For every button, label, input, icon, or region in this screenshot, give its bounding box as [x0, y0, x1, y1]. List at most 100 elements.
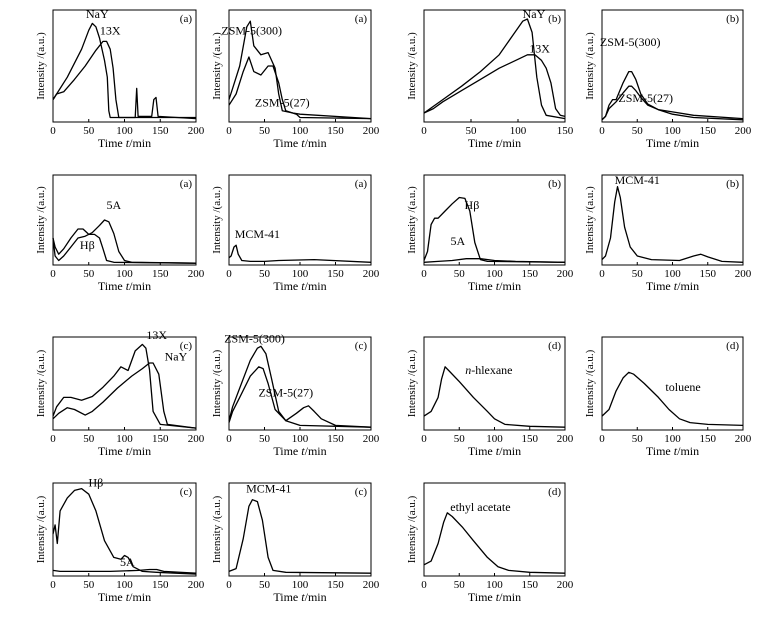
x-tick-label: 150	[327, 579, 344, 591]
series-line-zsm-5-300	[228, 345, 372, 428]
series-line-h	[423, 196, 566, 263]
x-tick-label: 0	[599, 125, 605, 137]
x-tick-label: 150	[522, 433, 539, 445]
x-axis-label: Time t/min	[273, 279, 326, 293]
panel-1: 0 50 100 150 200 Time t/min Intensity /(a.u.) (…	[35, 7, 205, 150]
x-tick-label: 50	[454, 268, 466, 280]
panel-tag: (a)	[355, 178, 368, 190]
panel-tag: (d)	[548, 486, 561, 498]
annotation-13x: 13X	[146, 328, 167, 342]
x-tick-label: 100	[292, 433, 309, 445]
x-tick-label: 200	[735, 125, 752, 137]
annotation-mcm-41: MCM-41	[246, 481, 291, 495]
x-tick-label: 100	[664, 125, 681, 137]
plot-frame	[228, 336, 372, 431]
annotation-h: Hβ	[89, 476, 104, 490]
x-axis-label: Time t/min	[468, 279, 521, 293]
x-tick-label: 100	[292, 125, 309, 137]
x-tick-label: 0	[50, 125, 56, 137]
panel-6: 0 50 100 150 200 Time t/min Intensity /(a.u.) (…	[211, 174, 380, 293]
panel-tag: (c)	[180, 486, 193, 498]
x-axis-label: Time t/min	[98, 444, 151, 458]
x-tick-label: 50	[466, 125, 478, 137]
x-tick-label: 150	[522, 579, 539, 591]
plot-frame	[52, 9, 197, 123]
x-tick-label: 150	[557, 125, 574, 137]
x-tick-label: 0	[226, 433, 232, 445]
x-tick-label: 100	[664, 433, 681, 445]
plot-frame	[423, 174, 566, 266]
x-tick-label: 0	[599, 433, 605, 445]
y-axis-label: Intensity /(a.u.)	[211, 186, 223, 254]
x-tick-label: 0	[50, 579, 56, 591]
series-line-zsm-5-300	[601, 70, 744, 121]
x-tick-label: 200	[363, 125, 380, 137]
series-line-13x	[52, 40, 197, 120]
annotation-13x: 13X	[529, 42, 550, 56]
x-tick-label: 150	[327, 268, 344, 280]
panel-tag: (c)	[355, 340, 368, 352]
x-tick-label: 200	[363, 433, 380, 445]
x-tick-label: 100	[116, 125, 133, 137]
x-tick-label: 50	[454, 579, 466, 591]
x-tick-label: 50	[259, 125, 271, 137]
x-tick-label: 0	[226, 125, 232, 137]
x-tick-label: 200	[188, 433, 205, 445]
x-tick-label: 200	[363, 268, 380, 280]
x-tick-label: 150	[152, 125, 169, 137]
x-tick-label: 200	[557, 433, 574, 445]
panel-tag: (d)	[726, 340, 739, 352]
x-axis-label: Time t/min	[98, 279, 151, 293]
x-tick-label: 100	[486, 268, 503, 280]
series-line-5a	[52, 568, 197, 574]
series-line-h	[52, 228, 197, 264]
series-line-h	[52, 487, 197, 575]
panel-10: 0 50 100 150 200 Time t/min Intensity /(a.u.) (…	[211, 332, 380, 458]
x-tick-label: 100	[116, 579, 133, 591]
x-axis-label: Time t/min	[273, 136, 326, 150]
series-line-zsm-5-27	[601, 85, 744, 121]
x-axis-label: Time t/min	[646, 444, 699, 458]
panel-tag: (c)	[355, 486, 368, 498]
annotation-toluene: toluene	[665, 380, 700, 394]
x-tick-label: 100	[116, 268, 133, 280]
x-tick-label: 50	[259, 433, 271, 445]
panel-15: 0 50 100 150 200 Time t/min Intensity /(a.u.) (…	[406, 482, 574, 604]
y-axis-label: Intensity /(a.u.)	[35, 32, 47, 100]
annotation-zsm-5-300: ZSM-5(300)	[221, 24, 282, 38]
x-tick-label: 150	[522, 268, 539, 280]
panel-2: 0 50 100 150 200 Time t/min Intensity /(a.u.) (…	[211, 9, 380, 150]
x-axis-label: Time t/min	[646, 279, 699, 293]
panel-tag: (b)	[548, 178, 561, 190]
x-tick-label: 150	[700, 125, 717, 137]
annotation-zsm-5-27: ZSM-5(27)	[618, 91, 673, 105]
annotation-13x: 13X	[100, 24, 121, 38]
panel-8: 0 50 100 150 200 Time t/min Intensity /(a.u.) (…	[584, 173, 752, 293]
x-tick-label: 150	[152, 433, 169, 445]
x-tick-label: 150	[700, 268, 717, 280]
plot-frame	[228, 174, 372, 266]
series-line-nay	[52, 22, 196, 119]
series-line-13x	[52, 343, 197, 429]
series-line-n-hlexane	[423, 366, 566, 428]
x-axis-label: Time t/min	[98, 136, 151, 150]
panel-13: 0 50 100 150 200 Time t/min Intensity /(a.u.) (…	[35, 476, 205, 604]
x-axis-label: Time t/min	[468, 444, 521, 458]
annotation-nay: NaY	[165, 349, 188, 363]
annotation-5a: 5A	[451, 234, 466, 248]
series-line-13x	[423, 54, 566, 118]
x-axis-label: Time t/min	[273, 444, 326, 458]
annotation-zsm-5-300: ZSM-5(300)	[600, 35, 661, 49]
x-tick-label: 200	[188, 579, 205, 591]
plot-frame	[52, 174, 197, 266]
x-tick-label: 50	[454, 433, 466, 445]
panel-9: 0 50 100 150 200 Time t/min Intensity /(a.u.) (…	[35, 328, 205, 458]
panel-tag: (a)	[355, 13, 368, 25]
x-tick-label: 50	[83, 268, 95, 280]
y-axis-label: Intensity /(a.u.)	[35, 495, 47, 563]
series-line-zsm-5-27	[228, 56, 372, 120]
panel-7: 0 50 100 150 200 Time t/min Intensity /(a.u.) (…	[406, 174, 574, 293]
x-tick-label: 150	[327, 433, 344, 445]
x-tick-label: 0	[226, 579, 232, 591]
x-axis-label: Time t/min	[98, 590, 151, 604]
